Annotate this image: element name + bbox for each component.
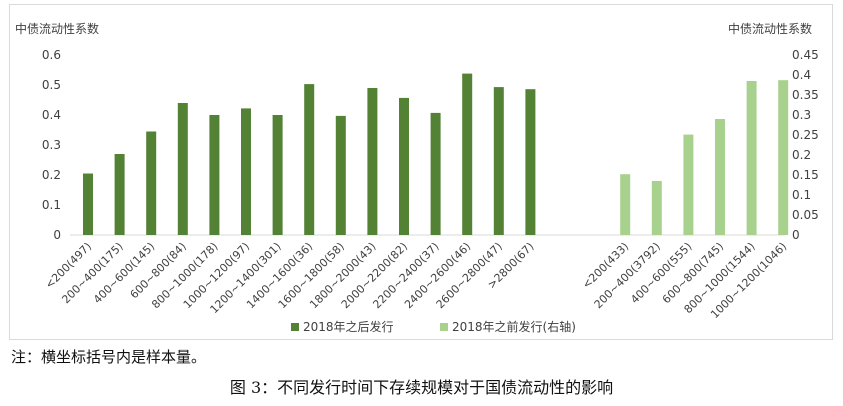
y-right-tick-label: 0.35: [792, 88, 819, 102]
bar-series-2: [715, 119, 725, 235]
bar-series-1: [462, 73, 473, 235]
y-right-tick-label: 0.25: [792, 128, 819, 142]
legend-swatch-series-1: [291, 323, 299, 331]
y-left-tick-label: 0: [53, 228, 61, 242]
y-right-tick-label: 0.1: [792, 188, 811, 202]
y-left-tick-label: 0.1: [42, 198, 61, 212]
bar-series-1: [272, 115, 283, 235]
y-axis-right-title: 中债流动性系数: [728, 21, 812, 36]
bar-series-2: [620, 174, 631, 235]
y-right-tick-label: 0.45: [792, 48, 819, 62]
bars: [83, 73, 789, 236]
y-axis-right: 0 0.05 0.1 0.15 0.2 0.25 0.3 0.35 0.4 0.45: [792, 48, 819, 242]
bar-series-1: [209, 115, 220, 235]
bar-series-1: [146, 131, 157, 235]
bar-series-1: [304, 84, 315, 235]
bar-series-2: [746, 81, 757, 235]
bar-series-1: [114, 154, 125, 235]
bar-series-2: [683, 134, 694, 235]
footnote: 注：横坐标括号内是样本量。: [11, 348, 207, 366]
chart-frame: 中债流动性系数 中债流动性系数 0 0.1 0.2 0.3 0.4 0.5 0.6 0 0.0…: [9, 4, 833, 340]
y-axis-left-title: 中债流动性系数: [15, 21, 99, 36]
y-left-tick-label: 0.5: [42, 78, 61, 92]
y-left-tick-label: 0.4: [42, 108, 61, 122]
bar-series-2: [651, 181, 662, 235]
bar-series-1: [430, 112, 441, 235]
bar-series-1: [525, 89, 536, 235]
y-right-tick-label: 0.15: [792, 168, 819, 182]
y-right-tick-label: 0.4: [792, 68, 811, 82]
y-right-tick-label: 0.3: [792, 108, 811, 122]
legend-label-series-2: 2018年之前发行(右轴): [452, 319, 576, 334]
legend-swatch-series-2: [440, 323, 448, 331]
legend: 2018年之后发行 2018年之前发行(右轴): [291, 319, 576, 334]
bar-series-1: [399, 97, 409, 236]
bar-series-1: [367, 88, 378, 235]
bar-series-2: [778, 80, 789, 235]
bar-chart: 中债流动性系数 中债流动性系数 0 0.1 0.2 0.3 0.4 0.5 0.6 0 0.0…: [15, 21, 819, 334]
y-right-tick-label: 0.2: [792, 148, 811, 162]
x-axis-labels: <200(497)200~400(175)400~600(145)600~800…: [43, 240, 790, 321]
y-left-tick-label: 0.2: [42, 168, 61, 182]
y-right-tick-label: 0: [792, 228, 800, 242]
bar-series-1: [83, 173, 93, 235]
y-axis-left: 0 0.1 0.2 0.3 0.4 0.5 0.6: [42, 48, 61, 242]
bar-series-1: [335, 115, 346, 235]
bar-series-1: [177, 103, 188, 235]
bar-series-1: [493, 87, 504, 235]
y-left-tick-label: 0.3: [42, 138, 61, 152]
y-right-tick-label: 0.05: [792, 208, 819, 222]
y-left-tick-label: 0.6: [42, 48, 61, 62]
figure-caption: 图 3：不同发行时间下存续规模对于国债流动性的影响: [229, 378, 614, 397]
bar-series-1: [241, 108, 251, 235]
legend-label-series-1: 2018年之后发行: [303, 319, 394, 334]
